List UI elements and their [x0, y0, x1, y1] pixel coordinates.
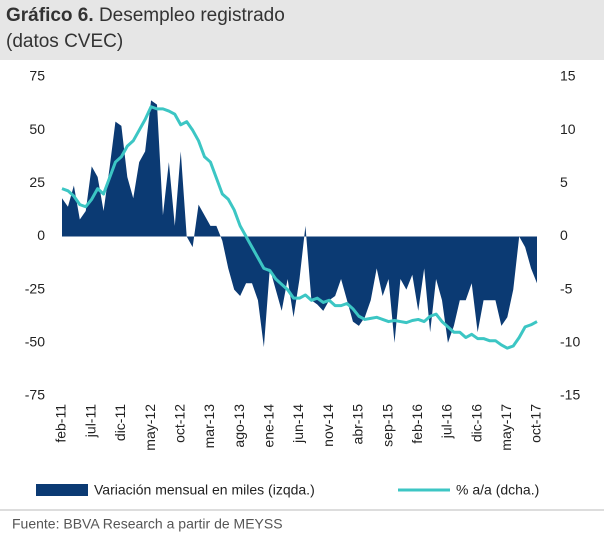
- y2-tick-label: -5: [560, 280, 573, 296]
- source: Fuente: BBVA Research a partir de MEYSS: [12, 516, 283, 532]
- legend-swatch: [36, 484, 88, 496]
- x-tick-label: may-12: [142, 404, 158, 451]
- x-tick-label: dic-16: [468, 404, 484, 442]
- x-tick-label: mar-13: [201, 404, 217, 449]
- x-tick-label: may-17: [498, 404, 514, 451]
- x-tick-label: jun-14: [290, 404, 306, 444]
- y-tick-label: 50: [29, 121, 45, 137]
- x-tick-label: jul-11: [82, 404, 98, 438]
- title-bold: Gráfico 6.: [6, 5, 94, 26]
- y2-tick-label: 0: [560, 227, 568, 243]
- y2-tick-label: 10: [560, 121, 576, 137]
- y-tick-label: 25: [29, 174, 45, 190]
- x-tick-label: ene-14: [261, 404, 277, 448]
- line: [61, 105, 538, 350]
- x-tick-label: dic-11: [112, 404, 128, 441]
- y-tick-label: 0: [37, 227, 45, 243]
- y2-tick-label: -10: [560, 334, 580, 350]
- legend-label: % a/a (dcha.): [456, 482, 539, 498]
- y2-tick-label: 15: [560, 68, 576, 84]
- y-tick-label: 75: [29, 68, 45, 84]
- x-tick-label: feb-11: [53, 404, 69, 443]
- y2-tick-label: 5: [560, 174, 568, 190]
- x-tick-label: ago-13: [231, 404, 247, 448]
- header-band: [0, 0, 604, 60]
- legend-label: Variación mensual en miles (izqda.): [94, 482, 315, 498]
- x-tick-label: oct-12: [171, 404, 187, 443]
- area: [62, 100, 537, 348]
- x-tick-label: sep-15: [379, 404, 395, 447]
- chart-title: Gráfico 6. Desempleo registrado: [6, 5, 285, 26]
- x-tick-label: abr-15: [350, 404, 366, 445]
- x-tick-label: jul-16: [439, 404, 455, 439]
- y-tick-label: -25: [25, 280, 45, 296]
- y-tick-label: -75: [25, 387, 45, 403]
- x-tick-label: feb-16: [409, 404, 425, 444]
- subtitle: (datos CVEC): [6, 31, 123, 52]
- title-text: Desempleo registrado: [99, 5, 285, 26]
- x-tick-label: nov-14: [320, 404, 336, 447]
- y2-tick-label: -15: [560, 387, 580, 403]
- x-tick-label: oct-17: [528, 404, 544, 443]
- y-tick-label: -50: [25, 334, 45, 350]
